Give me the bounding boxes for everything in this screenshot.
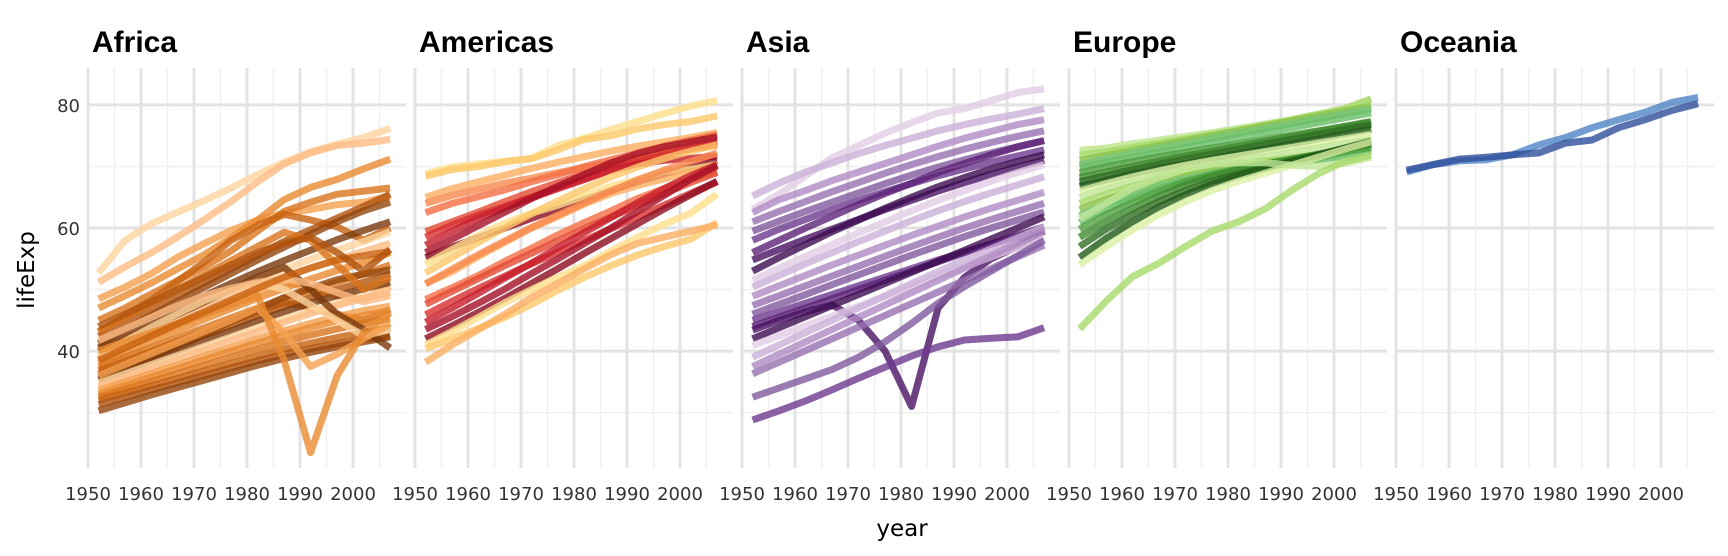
x-tick-label: 1970	[825, 484, 871, 505]
series-line	[751, 213, 1046, 343]
x-tick-label: 1960	[445, 484, 491, 505]
series-line	[423, 141, 718, 276]
series-line	[751, 137, 1045, 256]
series-line	[424, 129, 718, 201]
series-line	[751, 105, 1045, 200]
series-line	[97, 275, 391, 344]
x-tick-label: 1980	[1532, 484, 1578, 505]
series-line	[97, 289, 391, 391]
panel-title: Americas	[419, 26, 554, 59]
x-tick-label: 1970	[1152, 484, 1198, 505]
series-line	[751, 223, 1046, 361]
series-line	[423, 161, 719, 326]
x-tick-label: 1990	[277, 484, 323, 505]
series-line	[97, 315, 391, 401]
series-line	[751, 116, 1045, 216]
series-line	[1078, 105, 1372, 169]
series-line	[1078, 131, 1372, 195]
x-tick-label: 1970	[1479, 484, 1525, 505]
panel-title: Asia	[746, 26, 810, 59]
y-tick-label: 80	[57, 96, 80, 117]
series-line	[751, 188, 1046, 300]
series-line	[97, 333, 391, 415]
series-line	[97, 304, 392, 379]
series-line	[424, 112, 718, 180]
x-tick-label: 1980	[1205, 484, 1251, 505]
series-line	[423, 221, 718, 366]
x-tick-label: 2000	[984, 484, 1030, 505]
x-tick-label: 1950	[1373, 484, 1419, 505]
series-line	[1077, 151, 1372, 332]
x-tick-label: 2000	[1638, 484, 1684, 505]
series-line	[751, 173, 1046, 291]
x-tick-label: 1990	[1258, 484, 1304, 505]
series-line	[97, 184, 391, 324]
x-tick-label: 1950	[1046, 484, 1092, 505]
series-line	[750, 85, 1045, 213]
series-line	[97, 218, 392, 352]
series-line	[423, 149, 719, 288]
series-line	[751, 161, 1046, 284]
y-tick-label: 40	[57, 342, 80, 363]
x-tick-label: 1990	[1585, 484, 1631, 505]
panel-title: Africa	[92, 26, 177, 59]
series-line	[1078, 109, 1372, 172]
series-line	[751, 227, 1046, 370]
panels-layer: 1950 1960 1970 1980 1990 2000406080Africa1950…	[57, 26, 1714, 505]
series-line	[1405, 100, 1699, 174]
x-tick-label: 1960	[1426, 484, 1472, 505]
x-tick-label: 1990	[931, 484, 977, 505]
series-line	[424, 162, 719, 333]
series-line	[751, 127, 1045, 226]
series-line	[751, 237, 1046, 401]
panel-oceania: 1950 1960 1970 1980 1990 2000 Oceania	[1373, 26, 1714, 505]
x-tick-label: 1970	[171, 484, 217, 505]
x-tick-label: 1990	[604, 484, 650, 505]
x-axis-title: year	[876, 516, 928, 542]
panel-asia: 1950 1960 1970 1980 1990 2000 Asia	[719, 26, 1060, 505]
x-tick-label: 1980	[224, 484, 270, 505]
series-line	[424, 178, 719, 342]
series-line	[751, 200, 1046, 309]
panel-europe: 1950 1960 1970 1980 1990 2000 Europe	[1046, 26, 1387, 505]
x-tick-label: 2000	[1311, 484, 1357, 505]
x-tick-label: 1980	[878, 484, 924, 505]
series-line	[97, 233, 393, 330]
x-tick-label: 1950	[392, 484, 438, 505]
panel-americas: 1950 1960 1970 1980 1990 2000 Americas	[392, 26, 733, 505]
series-line	[97, 324, 391, 404]
y-tick-label: 60	[57, 219, 80, 240]
series-line	[96, 135, 391, 286]
x-tick-label: 1960	[772, 484, 818, 505]
series-line	[1077, 153, 1372, 222]
x-tick-label: 2000	[657, 484, 703, 505]
x-tick-label: 1980	[551, 484, 597, 505]
series-line	[751, 208, 1046, 318]
x-tick-label: 2000	[330, 484, 376, 505]
series-line	[1078, 121, 1372, 186]
series-line	[751, 324, 1046, 424]
panel-africa: 1950 1960 1970 1980 1990 2000 40 60 80 Africa	[57, 26, 406, 505]
x-tick-label: 1950	[719, 484, 765, 505]
series-line	[424, 191, 720, 349]
panel-title: Europe	[1073, 26, 1176, 59]
y-axis-title: lifeExp	[14, 231, 40, 309]
x-tick-label: 1960	[1099, 484, 1145, 505]
series-line	[424, 133, 718, 256]
x-tick-label: 1970	[498, 484, 544, 505]
panel-title: Oceania	[1400, 26, 1517, 59]
series-line	[1077, 138, 1373, 268]
series-line	[751, 151, 1045, 275]
x-tick-label: 1960	[118, 484, 164, 505]
x-tick-label: 1950	[65, 484, 111, 505]
